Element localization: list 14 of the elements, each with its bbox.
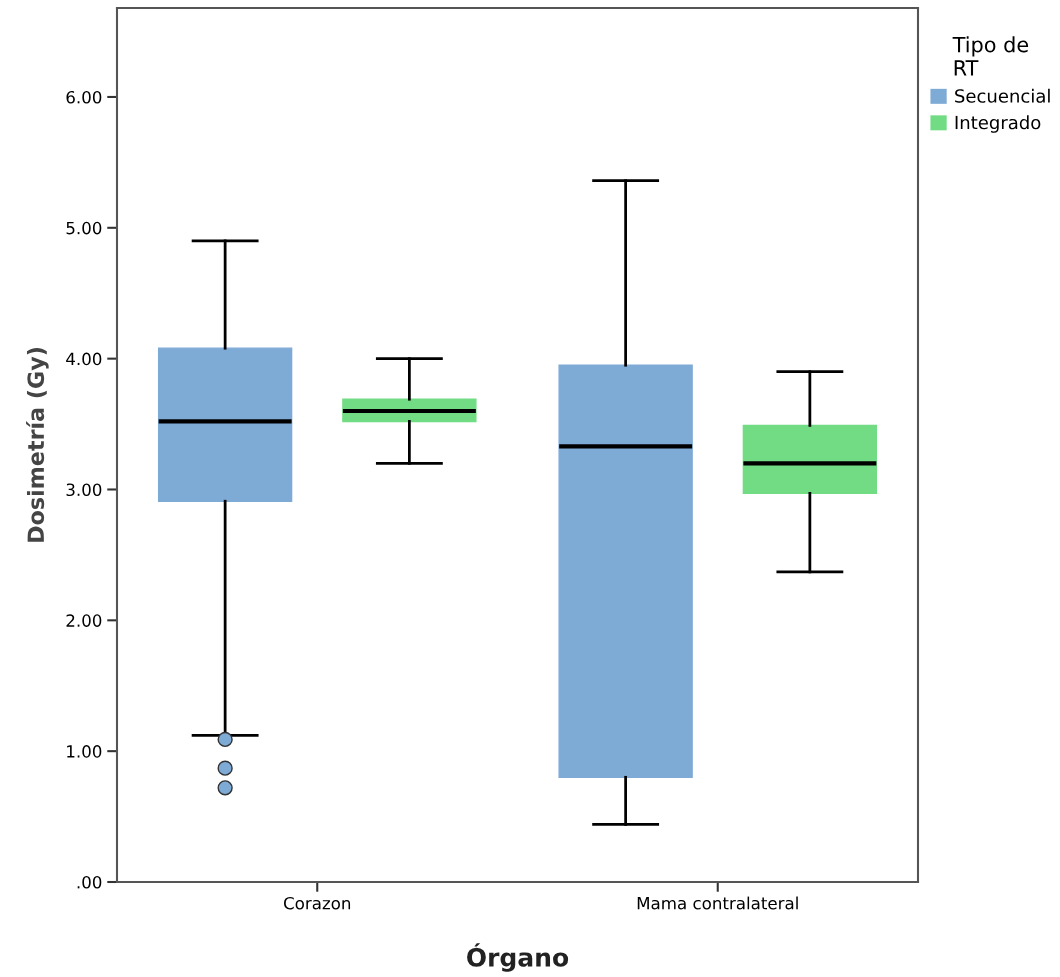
legend-title: Tipo de RT bbox=[952, 36, 1029, 76]
y-tick-label: 3.00 bbox=[66, 483, 102, 497]
y-tick-label: .00 bbox=[77, 875, 102, 889]
y-tick-label: 6.00 bbox=[66, 90, 102, 104]
x-tick-label: Mama contralateral bbox=[637, 896, 798, 910]
y-axis-title: Dosimetría (Gy) bbox=[26, 348, 49, 542]
legend-label: Integrado bbox=[955, 115, 1041, 133]
legend-label: Secuencial bbox=[955, 88, 1050, 103]
y-tick-label: 4.00 bbox=[66, 352, 102, 366]
y-tick-label: 5.00 bbox=[66, 221, 102, 235]
y-tick-label: 2.00 bbox=[66, 614, 102, 627]
y-tick-label: 1.00 bbox=[67, 745, 102, 758]
x-axis-title: Órgano bbox=[467, 943, 569, 972]
x-tick-label: Corazon bbox=[283, 896, 351, 910]
